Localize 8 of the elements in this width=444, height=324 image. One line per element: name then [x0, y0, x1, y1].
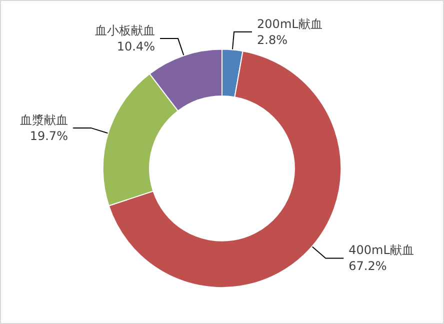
slice-label: 200mL献血 [257, 16, 322, 31]
data-label: 2.8% [257, 32, 288, 47]
data-label: 67.2% [348, 259, 387, 274]
data-label: 19.7% [30, 128, 68, 143]
slice-label: 血小板献血 [95, 24, 156, 38]
data-label: 10.4% [116, 40, 156, 54]
slice-label: 血漿献血 [20, 112, 68, 127]
slice-label: 400mL献血 [348, 243, 414, 258]
